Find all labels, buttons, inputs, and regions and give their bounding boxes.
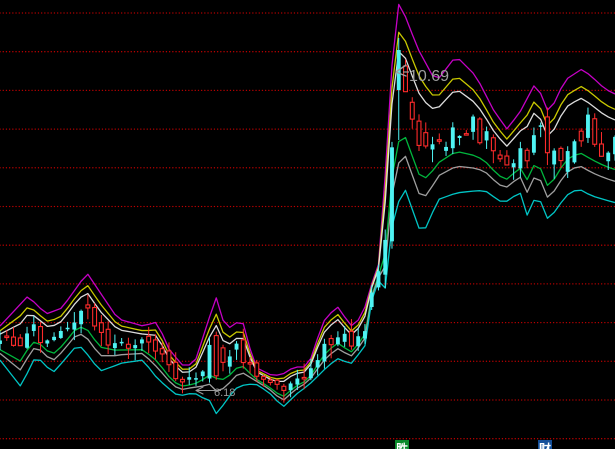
svg-text:6.18: 6.18: [214, 387, 235, 399]
svg-text:10.69: 10.69: [409, 68, 449, 85]
